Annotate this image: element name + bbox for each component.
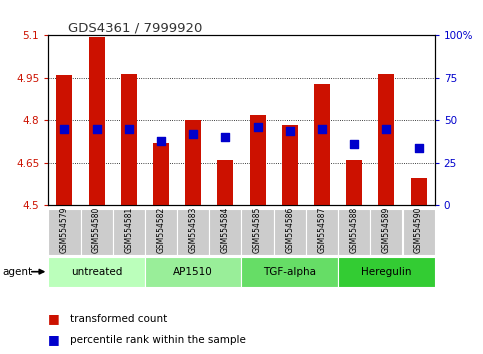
Bar: [81, 209, 113, 255]
Text: GSM554579: GSM554579: [60, 206, 69, 253]
Text: untreated: untreated: [71, 267, 122, 277]
Bar: [121, 74, 137, 205]
Point: [125, 126, 133, 132]
Point: [60, 126, 68, 132]
Text: GSM554583: GSM554583: [189, 206, 198, 253]
Text: AP1510: AP1510: [173, 267, 213, 277]
Text: GDS4361 / 7999920: GDS4361 / 7999920: [68, 21, 202, 34]
Text: Heregulin: Heregulin: [361, 267, 412, 277]
Bar: [274, 209, 306, 255]
Bar: [306, 209, 338, 255]
Bar: [250, 115, 266, 205]
Bar: [242, 209, 274, 255]
Point: [93, 126, 100, 132]
Text: percentile rank within the sample: percentile rank within the sample: [70, 335, 246, 345]
Point: [189, 131, 197, 137]
Bar: [88, 37, 105, 205]
Bar: [113, 209, 145, 255]
Point: [286, 128, 294, 133]
Text: transformed count: transformed count: [70, 314, 167, 324]
Bar: [242, 257, 338, 287]
Bar: [217, 160, 233, 205]
Bar: [282, 125, 298, 205]
Text: GSM554590: GSM554590: [414, 206, 423, 253]
Bar: [145, 257, 242, 287]
Bar: [145, 209, 177, 255]
Text: GSM554587: GSM554587: [317, 206, 327, 253]
Text: GSM554585: GSM554585: [253, 206, 262, 253]
Point: [254, 124, 261, 130]
Bar: [378, 74, 395, 205]
Bar: [338, 257, 435, 287]
Text: GSM554588: GSM554588: [350, 206, 359, 253]
Bar: [402, 209, 435, 255]
Bar: [346, 160, 362, 205]
Bar: [209, 209, 242, 255]
Point: [222, 135, 229, 140]
Bar: [370, 209, 402, 255]
Point: [350, 141, 358, 147]
Point: [415, 145, 423, 150]
Point: [318, 126, 326, 132]
Text: GSM554584: GSM554584: [221, 206, 230, 253]
Bar: [185, 120, 201, 205]
Text: GSM554589: GSM554589: [382, 206, 391, 253]
Text: GSM554581: GSM554581: [124, 206, 133, 253]
Text: TGF-alpha: TGF-alpha: [263, 267, 316, 277]
Bar: [48, 209, 81, 255]
Bar: [411, 178, 426, 205]
Text: GSM554580: GSM554580: [92, 206, 101, 253]
Text: GSM554582: GSM554582: [156, 206, 166, 253]
Bar: [314, 84, 330, 205]
Bar: [177, 209, 209, 255]
Text: ■: ■: [48, 333, 60, 346]
Bar: [57, 75, 72, 205]
Text: agent: agent: [2, 267, 32, 277]
Bar: [153, 143, 169, 205]
Bar: [338, 209, 370, 255]
Point: [383, 126, 390, 132]
Text: GSM554586: GSM554586: [285, 206, 294, 253]
Text: ■: ■: [48, 312, 60, 325]
Point: [157, 138, 165, 144]
Bar: [48, 257, 145, 287]
